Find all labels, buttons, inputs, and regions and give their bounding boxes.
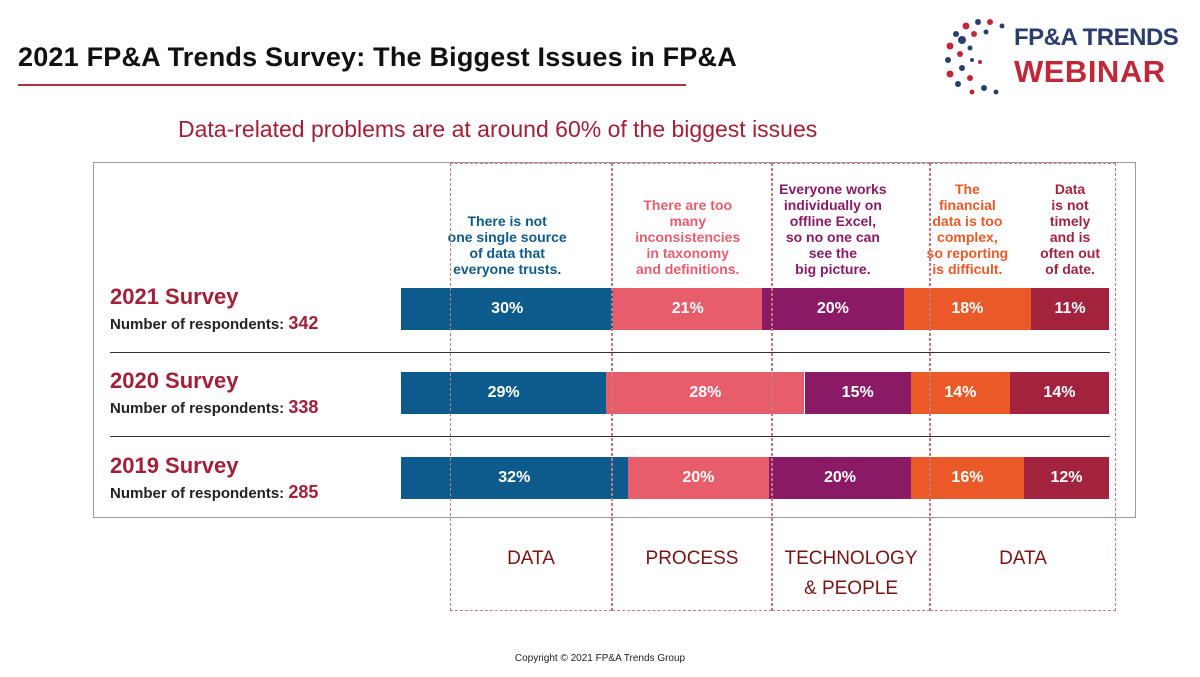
bar-value-label: 18% [951,300,984,317]
bar-value-label: 14% [1043,384,1076,401]
issue-description: There is not one single source of data t… [447,213,567,277]
respondents-label: Number of respondents: 342 [110,313,318,334]
group-data-label: DATA [999,548,1047,569]
bar-segment: 20% [762,288,904,330]
group-technology-people-box [772,163,930,611]
copyright-footer: Copyright © 2021 FP&A Trends Group [514,653,686,664]
bar-value-label: 16% [951,469,984,486]
bar-value-label: 20% [682,469,715,486]
respondents-text: Number of respondents: [110,400,289,417]
bar-segment: 14% [1009,372,1109,414]
issue-description: The financial data is too complex, so re… [926,181,1009,277]
bar-segment: 12% [1024,457,1109,499]
bar-segment: 18% [903,288,1032,330]
bar-value-label: 30% [491,300,524,317]
respondents-text: Number of respondents: [110,485,289,502]
row-separator-1 [110,352,1110,353]
row-separator-2 [110,436,1110,437]
chart-frame [93,162,1136,518]
bar-value-label: 29% [487,384,520,401]
issue-description: Data is not timely and is often out of d… [1040,181,1100,277]
page-title: 2021 FP&A Trends Survey: The Biggest Iss… [18,42,737,72]
respondents-label: Number of respondents: 338 [110,397,318,418]
bar-segment: 30% [401,288,614,330]
respondents-label: Number of respondents: 285 [110,482,318,503]
bar-value-label: 28% [689,384,722,401]
fpa-trends-webinar-logo: FP&A TRENDS WEBINAR [942,14,1179,98]
title-underline [18,84,686,86]
respondents-count: 342 [288,313,319,333]
issue-description: There are too many inconsistencies in ta… [635,197,741,277]
bar-value-label: 11% [1054,300,1086,317]
respondents-text: Number of respondents: [110,316,289,333]
group-data-box [450,163,612,611]
bar-segment: 14% [910,372,1010,414]
logo-line-1: FP&A TRENDS [1014,24,1179,51]
bar-segment: 32% [401,457,628,499]
issue-description: Everyone works individually on offline E… [779,181,887,277]
globe-dots-icon [945,19,1005,95]
bar-value-label: 20% [823,469,856,486]
bar-segment: 15% [804,372,911,414]
logo-line-2: WEBINAR [1014,54,1166,89]
respondents-count: 285 [288,482,319,502]
bar-segment: 21% [613,288,763,330]
bar-value-label: 32% [498,469,531,486]
bar-value-label: 15% [841,384,874,401]
group-process-box [612,163,772,611]
bar-value-label: 21% [671,300,704,317]
bar-value-label: 20% [816,300,849,317]
group-data-box [930,163,1116,611]
survey-label: 2021 Survey [110,284,239,309]
group-technology-people-label: TECHNOLOGY & PEOPLE [784,548,918,599]
bar-segment: 11% [1031,288,1109,330]
bar-value-label: 14% [944,384,977,401]
survey-label: 2019 Survey [110,453,239,478]
bar-value-label: 12% [1050,469,1083,486]
bar-segment: 20% [627,457,770,499]
bar-segment: 29% [401,372,607,414]
bar-segment: 20% [769,457,911,499]
group-data-label: DATA [507,548,555,569]
respondents-count: 338 [288,397,319,417]
group-process-label: PROCESS [645,548,739,569]
chart-subtitle: Data-related problems are at around 60% … [178,116,818,142]
survey-label: 2020 Survey [110,368,239,393]
